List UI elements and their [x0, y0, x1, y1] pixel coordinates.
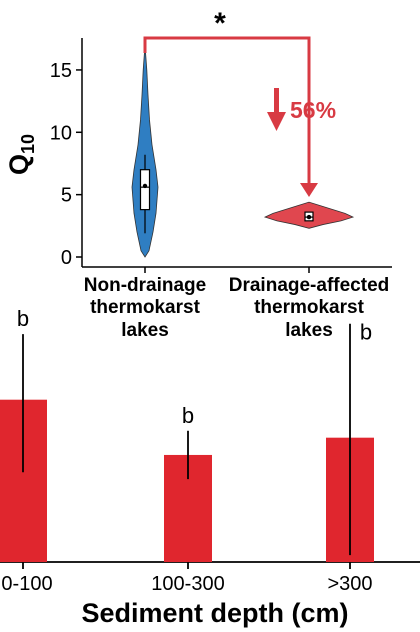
violin-box	[139, 169, 151, 211]
x-category-label: lakes	[121, 320, 169, 341]
down-arrow-head	[267, 112, 286, 131]
group-letter: b	[360, 320, 372, 345]
x-category-label: thermokarst	[90, 297, 200, 318]
y-tick-label: 5	[61, 185, 72, 207]
x-category-label: 0-100	[1, 573, 52, 595]
down-arrow-shaft	[274, 88, 279, 114]
change-percent-label: 56%	[290, 97, 336, 123]
y-tick-label: 0	[61, 247, 72, 269]
group-letter: b	[17, 306, 29, 331]
violin-x-categories: Non-drainagethermokarstlakesDrainage-aff…	[84, 267, 389, 341]
violin-mean-point	[142, 183, 148, 189]
bracket-arrowhead	[300, 183, 318, 197]
bar-x-categories: 0-100 100-300 >300	[1, 562, 373, 595]
x-category-label: >300	[327, 573, 372, 595]
x-category-label: Drainage-affected	[229, 275, 390, 296]
x-category-label: Non-drainage	[84, 275, 206, 296]
x-category-label: thermokarst	[254, 297, 364, 318]
y-axis-label: Q10	[4, 134, 38, 175]
bar-x-axis-label: Sediment depth (cm)	[81, 598, 348, 628]
significance-bracket	[143, 36, 311, 185]
violin-groups	[131, 44, 355, 258]
bar-series: b b b	[0, 306, 374, 562]
bar-panel: b b b 0-100 100-300 >300 Sediment depth (cm)	[0, 306, 420, 628]
y-tick-label: 15	[50, 60, 72, 82]
x-category-label: lakes	[285, 320, 333, 341]
y-tick-label: 10	[50, 122, 72, 144]
significance-star: *	[214, 7, 226, 40]
violin-mean-point	[306, 214, 312, 220]
x-category-label: 100-300	[151, 573, 224, 595]
violin-y-axis: 0 5 10 15	[50, 38, 83, 269]
group-letter: b	[182, 403, 194, 428]
significance-annotation: * 56%	[143, 7, 336, 197]
